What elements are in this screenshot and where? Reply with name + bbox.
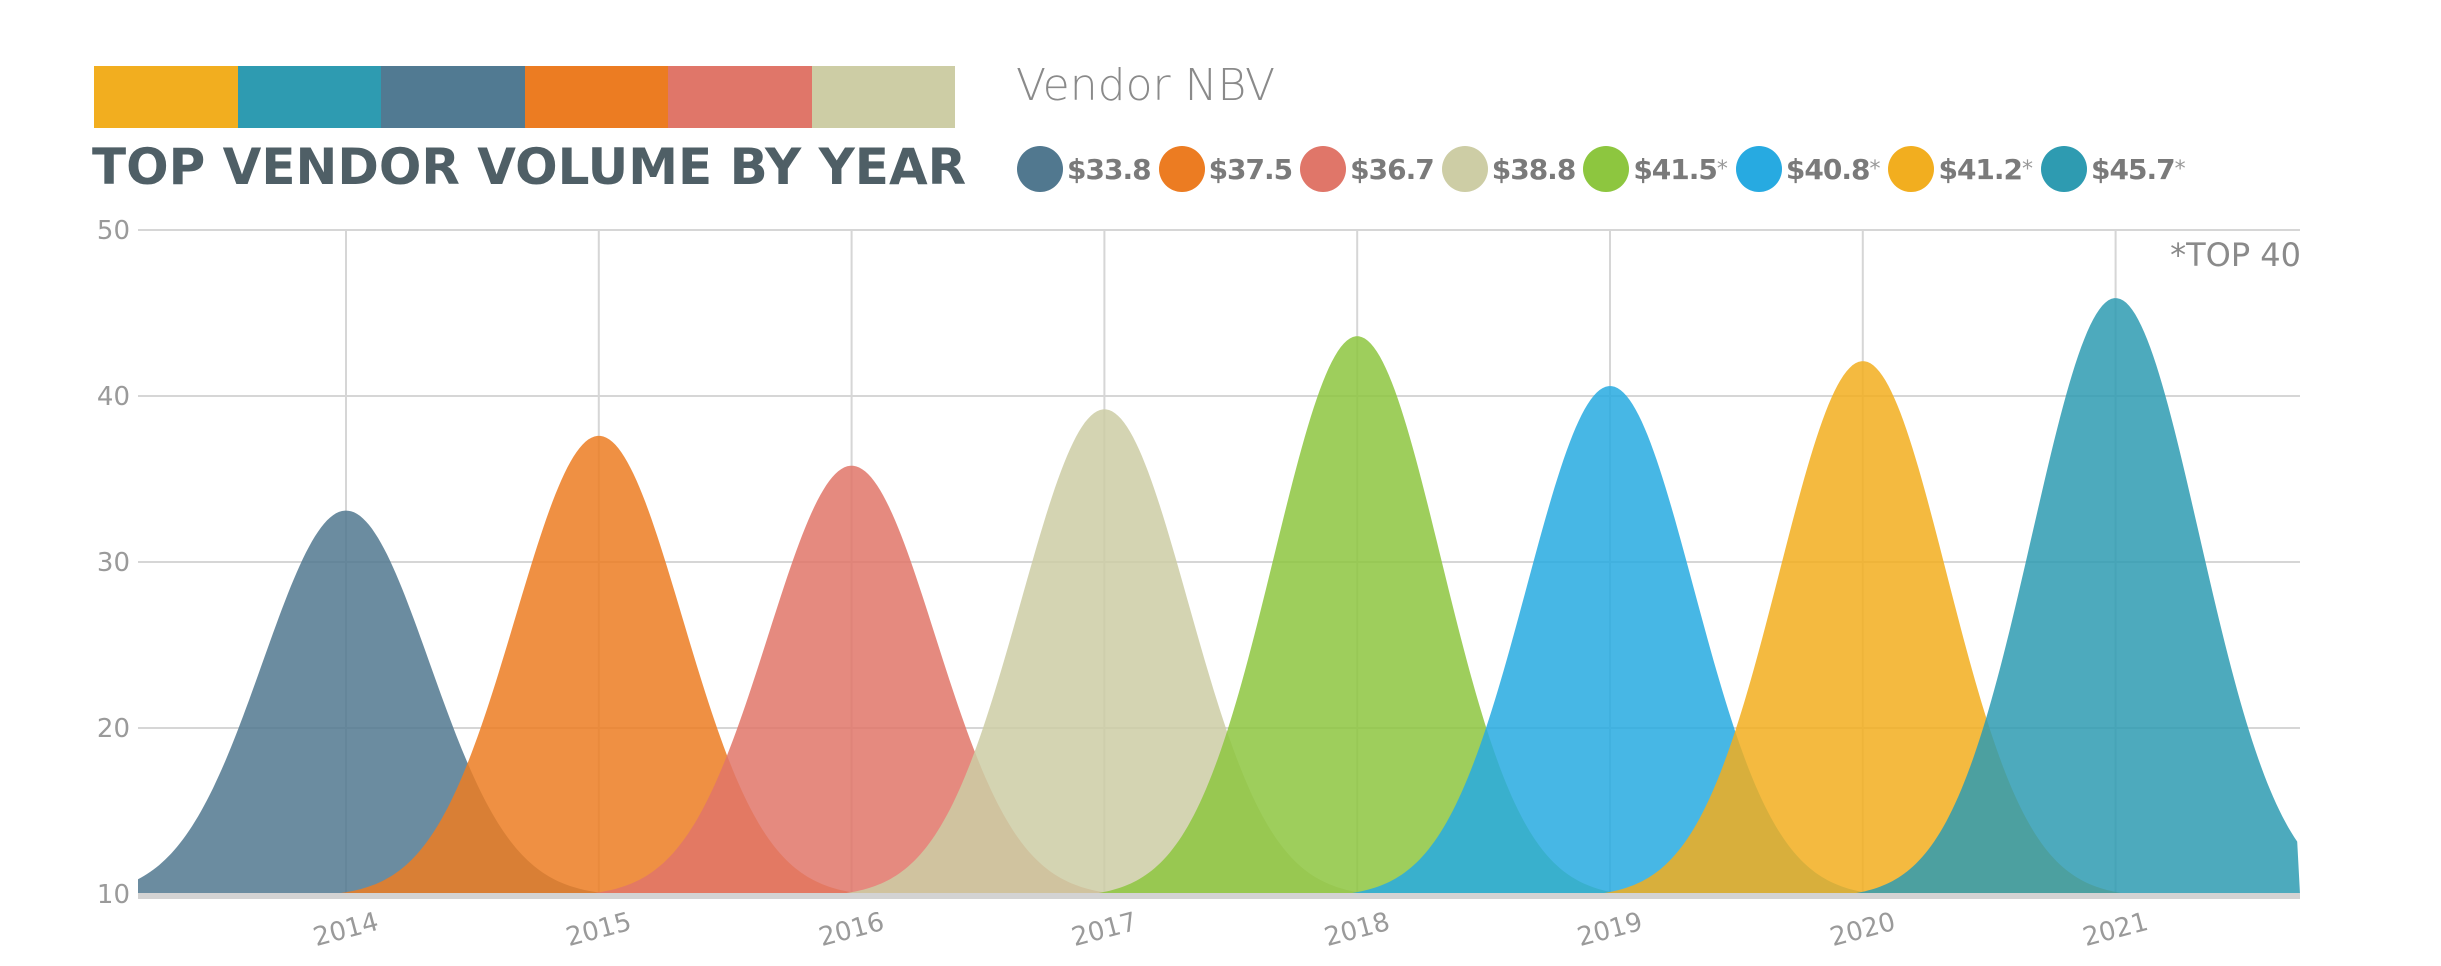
legend-dot-icon	[1583, 146, 1630, 192]
legend-label: $33.8	[1067, 152, 1152, 186]
y-tick-label: 30	[97, 548, 130, 578]
x-tick-label: 2021	[2080, 907, 2152, 953]
legend-asterisk: *	[2174, 156, 2186, 182]
legend-dot-icon	[1300, 146, 1347, 192]
y-tick-label: 10	[97, 880, 130, 910]
color-swatch	[811, 66, 955, 128]
legend-item: $36.7	[1300, 146, 1435, 192]
legend-label: $45.7	[2091, 152, 2176, 186]
chart-title: TOP VENDOR VOLUME BY YEAR	[92, 138, 967, 196]
legend-dot-icon	[1735, 146, 1782, 192]
legend-title: Vendor NBV	[1016, 60, 1276, 111]
y-tick-label: 40	[97, 382, 130, 412]
y-tick-label: 50	[97, 216, 130, 246]
legend-dot-icon	[1441, 146, 1488, 192]
legend-item: $38.8	[1441, 146, 1577, 192]
x-tick-label: 2014	[310, 907, 382, 953]
legend-dot-icon	[2041, 146, 2088, 192]
legend-asterisk: *	[1716, 156, 1728, 182]
legend-asterisk: *	[2022, 156, 2034, 182]
legend-asterisk: *	[1869, 156, 1881, 182]
legend-item: $37.5	[1158, 146, 1294, 192]
color-swatch-bar	[94, 66, 955, 128]
color-swatch	[668, 66, 812, 128]
area-2021	[1850, 298, 2300, 895]
legend-label: $37.5	[1208, 152, 1294, 186]
legend-label: $36.7	[1350, 152, 1435, 186]
color-swatch	[524, 66, 668, 128]
legend-label: $38.8	[1491, 152, 1577, 186]
legend-label: $41.2	[1938, 152, 2023, 186]
y-tick-label: 20	[97, 714, 130, 744]
legend-dot-icon	[1888, 146, 1935, 192]
color-swatch	[381, 66, 525, 128]
x-tick-label: 2020	[1827, 907, 1899, 953]
x-tick-label: 2018	[1321, 907, 1393, 953]
legend: $33.8 $37.5 $36.7 $38.8 $41.5 * $40.8 * $41.2 * $4…	[1017, 146, 2194, 192]
x-tick-label: 2015	[563, 907, 635, 953]
legend-item: $40.8 *	[1735, 146, 1881, 192]
legend-item: $33.8	[1017, 146, 1152, 192]
legend-dot-icon	[1017, 146, 1063, 192]
footnote: *TOP 40	[2170, 236, 2301, 274]
x-tick-label: 2019	[1574, 907, 1646, 953]
legend-item: $45.7 *	[2041, 146, 2186, 192]
color-swatch	[237, 66, 381, 128]
legend-item: $41.5 *	[1583, 146, 1728, 192]
color-swatch	[94, 66, 238, 128]
legend-label: $40.8	[1785, 152, 1871, 186]
legend-dot-icon	[1158, 146, 1205, 192]
legend-item: $41.2 *	[1888, 146, 2033, 192]
x-tick-label: 2017	[1069, 907, 1141, 953]
legend-label: $41.5	[1633, 152, 1718, 186]
area-2014	[138, 510, 612, 894]
x-tick-label: 2016	[816, 907, 888, 953]
